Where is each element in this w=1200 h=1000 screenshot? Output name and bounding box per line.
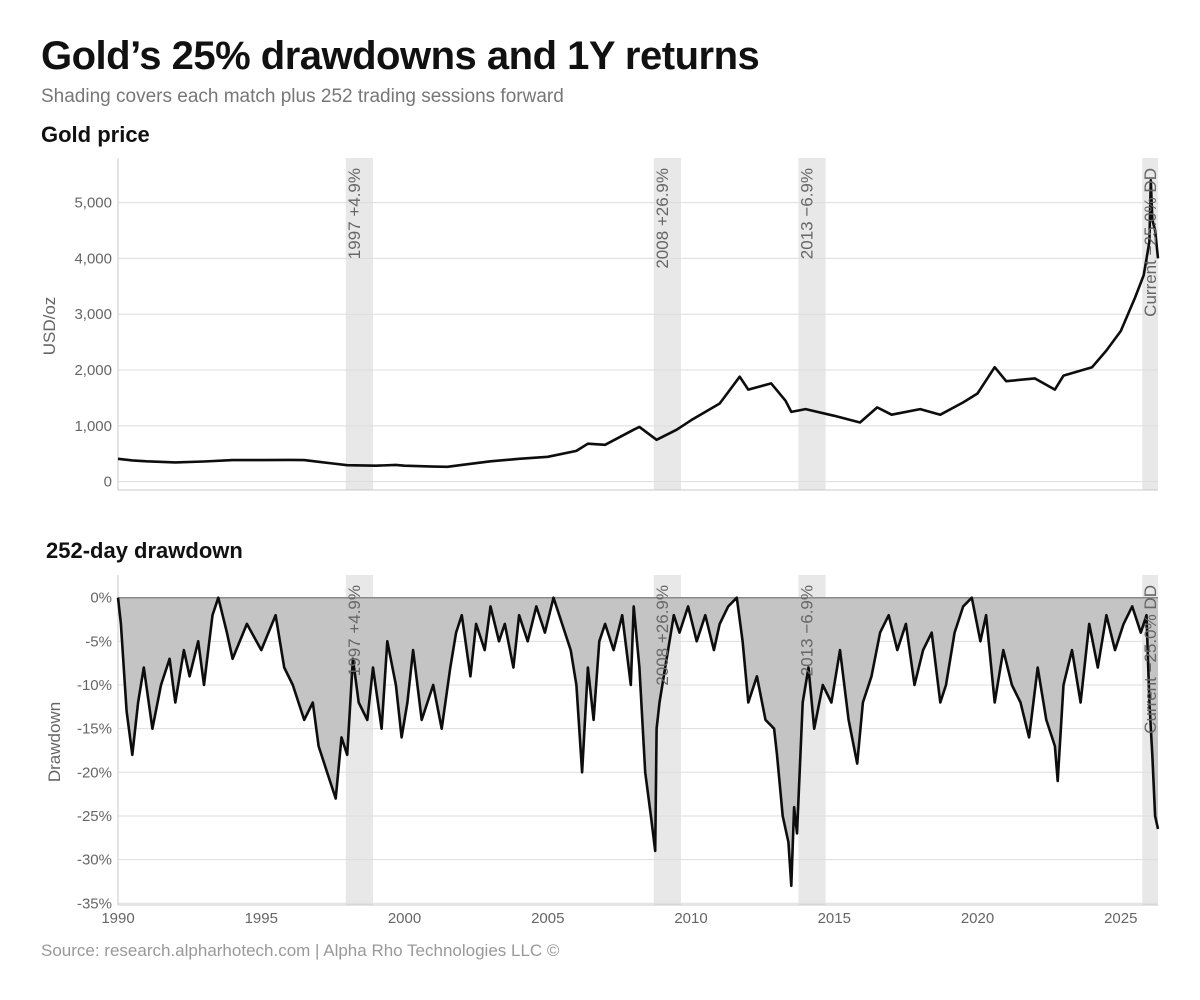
x-tick-label: 2020	[961, 910, 994, 927]
drawdown-band-annotation-3: Current −25.0% DD	[1141, 585, 1160, 734]
price-y-axis-label: USD/oz	[40, 297, 59, 356]
price-y-tick-label: 5,000	[74, 195, 112, 212]
price-panel-title: Gold price	[41, 122, 150, 147]
drawdown-band-annotation-0: 1997 +4.9%	[345, 585, 364, 676]
price-shade-band-3	[1142, 158, 1158, 490]
chart-subtitle: Shading covers each match plus 252 tradi…	[41, 86, 564, 107]
price-y-tick-label: 2,000	[74, 362, 112, 379]
drawdown-y-tick-label: 0%	[90, 590, 112, 607]
price-band-annotation-1: 2008 +26.9%	[653, 168, 672, 269]
price-shade-band-2	[798, 158, 826, 490]
drawdown-y-tick-label: -25%	[77, 808, 112, 825]
drawdown-y-tick-label: -20%	[77, 764, 112, 781]
drawdown-y-tick-label: -30%	[77, 852, 112, 869]
x-tick-label: 2025	[1104, 910, 1137, 927]
drawdown-panel-title: 252-day drawdown	[46, 538, 243, 563]
drawdown-y-tick-label: -15%	[77, 721, 112, 738]
price-band-annotation-3: Current −25.0% DD	[1141, 168, 1160, 317]
price-band-annotation-2: 2013 −6.9%	[797, 168, 816, 259]
x-tick-label: 1990	[101, 910, 134, 927]
drawdown-area-fill	[118, 597, 1158, 886]
x-tick-label: 2005	[531, 910, 564, 927]
x-tick-label: 2015	[818, 910, 851, 927]
x-tick-label: 2010	[674, 910, 707, 927]
x-tick-label: 1995	[245, 910, 278, 927]
price-y-tick-label: 1,000	[74, 418, 112, 435]
price-series-line	[117, 179, 1160, 469]
drawdown-y-tick-label: -5%	[85, 633, 112, 650]
x-tick-label: 2000	[388, 910, 421, 927]
drawdown-band-annotation-2: 2013 −6.9%	[797, 585, 816, 676]
price-shade-band-0	[345, 158, 373, 490]
price-y-tick-label: 4,000	[74, 250, 112, 267]
price-band-annotation-0: 1997 +4.9%	[345, 168, 364, 259]
chart-title: Gold’s 25% drawdowns and 1Y returns	[41, 34, 760, 78]
drawdown-series-line	[116, 596, 1160, 888]
drawdown-band-annotation-1: 2008 +26.9%	[653, 585, 672, 686]
price-y-tick-label: 0	[104, 474, 112, 491]
drawdown-y-axis-label: Drawdown	[45, 702, 64, 782]
source-note: Source: research.alpharhotech.com | Alph…	[41, 941, 560, 960]
price-y-tick-label: 3,000	[74, 306, 112, 323]
drawdown-y-tick-label: -35%	[77, 895, 112, 912]
drawdown-y-tick-label: -10%	[77, 677, 112, 694]
